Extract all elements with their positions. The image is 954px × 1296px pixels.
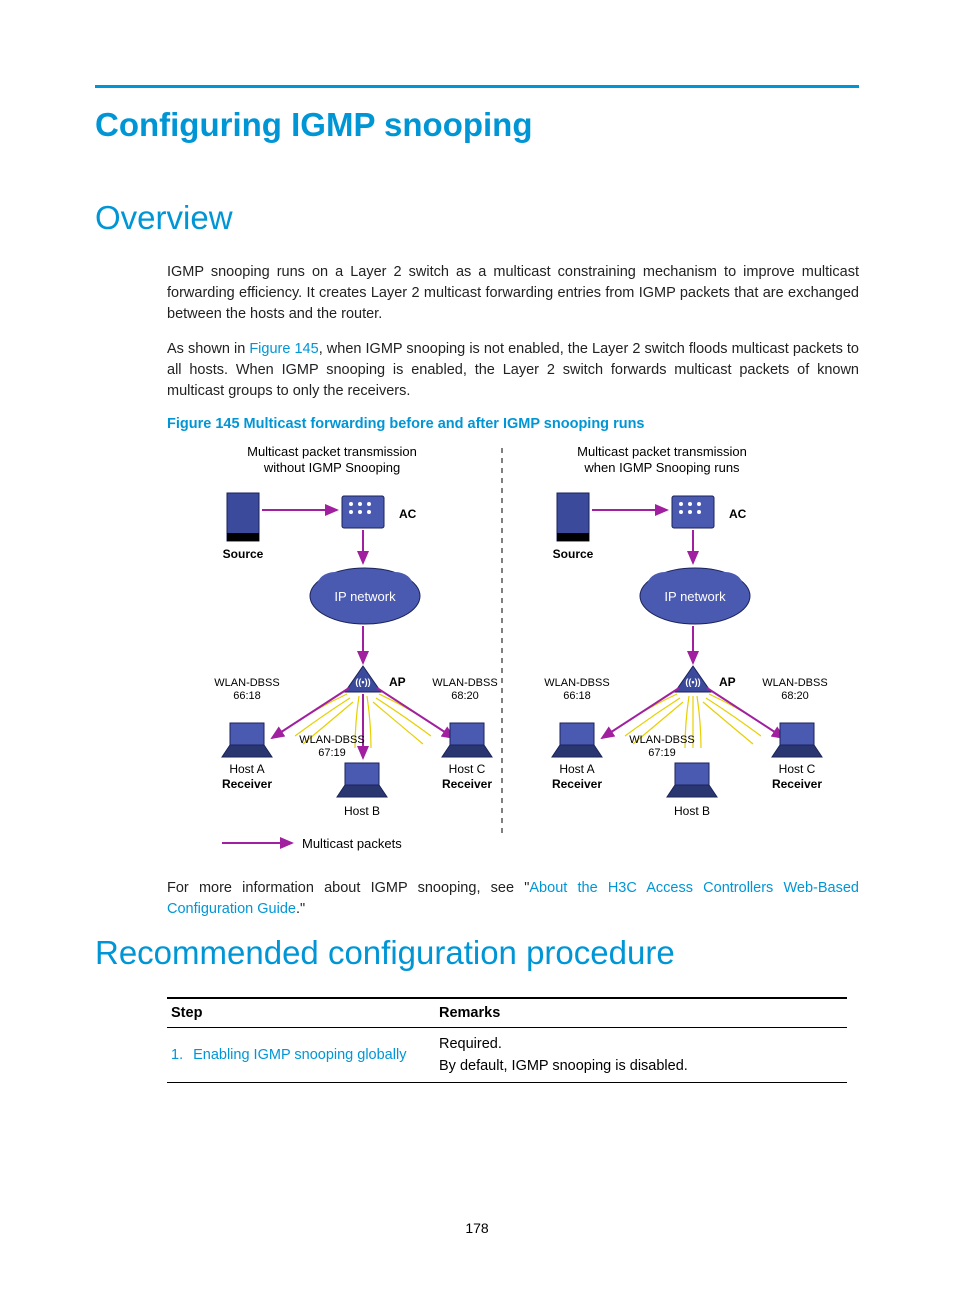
svg-text:66:18: 66:18	[563, 690, 591, 702]
svg-text:Host C: Host C	[779, 762, 816, 776]
svg-text:((•)): ((•))	[355, 677, 370, 687]
page-number: 178	[0, 1220, 954, 1236]
col-step: Step	[167, 998, 435, 1028]
svg-text:Host B: Host B	[674, 804, 710, 818]
remarks-line2: By default, IGMP snooping is disabled.	[439, 1058, 843, 1074]
top-rule	[95, 85, 859, 88]
overview-body: IGMP snooping runs on a Layer 2 switch a…	[167, 262, 859, 920]
figure-link[interactable]: Figure 145	[249, 341, 318, 357]
procedure-body: Step Remarks 1. Enabling IGMP snooping gl…	[167, 997, 859, 1083]
svg-text:67:19: 67:19	[648, 747, 676, 759]
svg-text:WLAN-DBSS: WLAN-DBSS	[544, 677, 609, 689]
svg-text:67:19: 67:19	[318, 747, 346, 759]
laptop-icon	[337, 763, 387, 797]
document-page: Configuring IGMP snooping Overview IGMP …	[0, 0, 954, 1296]
svg-text:WLAN-DBSS: WLAN-DBSS	[762, 677, 827, 689]
svg-text:Host A: Host A	[229, 762, 264, 776]
figure-145-diagram: Multicast packet transmission without IG…	[167, 438, 837, 858]
svg-text:68:20: 68:20	[451, 690, 479, 702]
svg-text:((•)): ((•))	[685, 677, 700, 687]
svg-text:when IGMP Snooping runs: when IGMP Snooping runs	[583, 460, 740, 475]
procedure-heading: Recommended configuration procedure	[95, 934, 859, 972]
svg-text:Receiver: Receiver	[552, 777, 602, 791]
svg-text:Receiver: Receiver	[772, 777, 822, 791]
table-row: 1. Enabling IGMP snooping globally Requir…	[167, 1028, 847, 1083]
svg-text:AC: AC	[399, 507, 417, 521]
svg-text:IP network: IP network	[334, 589, 396, 604]
col-remarks: Remarks	[435, 998, 847, 1028]
page-title: Configuring IGMP snooping	[95, 106, 859, 144]
svg-text:66:18: 66:18	[233, 690, 261, 702]
svg-text:IP network: IP network	[664, 589, 726, 604]
svg-text:Multicast packet transmission: Multicast packet transmission	[577, 444, 747, 459]
svg-text:WLAN-DBSS: WLAN-DBSS	[299, 734, 364, 746]
svg-text:AC: AC	[729, 507, 747, 521]
right-panel: Multicast packet transmission when IGMP …	[544, 444, 827, 818]
svg-text:68:20: 68:20	[781, 690, 809, 702]
svg-text:WLAN-DBSS: WLAN-DBSS	[629, 734, 694, 746]
svg-text:Source: Source	[223, 547, 264, 561]
svg-text:AP: AP	[719, 675, 736, 689]
figure-caption: Figure 145 Multicast forwarding before a…	[167, 416, 859, 432]
step-link[interactable]: Enabling IGMP snooping globally	[193, 1047, 406, 1063]
overview-heading: Overview	[95, 199, 859, 237]
laptop-icon	[222, 723, 272, 757]
svg-text:Multicast packets: Multicast packets	[302, 836, 402, 851]
overview-para3: For more information about IGMP snooping…	[167, 878, 859, 920]
svg-text:Receiver: Receiver	[222, 777, 272, 791]
svg-text:Receiver: Receiver	[442, 777, 492, 791]
step-number: 1.	[171, 1047, 183, 1063]
svg-text:Host A: Host A	[559, 762, 594, 776]
svg-text:Host B: Host B	[344, 804, 380, 818]
overview-para1: IGMP snooping runs on a Layer 2 switch a…	[167, 262, 859, 325]
overview-para2: As shown in Figure 145, when IGMP snoopi…	[167, 339, 859, 402]
svg-text:Host C: Host C	[449, 762, 486, 776]
svg-text:Multicast packet transmission: Multicast packet transmission	[247, 444, 417, 459]
svg-text:AP: AP	[389, 675, 406, 689]
remarks-line1: Required.	[439, 1036, 843, 1052]
laptop-icon	[442, 723, 492, 757]
svg-text:WLAN-DBSS: WLAN-DBSS	[432, 677, 497, 689]
left-panel: Multicast packet transmission without IG…	[214, 444, 497, 818]
svg-text:without IGMP Snooping: without IGMP Snooping	[263, 460, 400, 475]
procedure-table: Step Remarks 1. Enabling IGMP snooping gl…	[167, 997, 847, 1083]
svg-text:WLAN-DBSS: WLAN-DBSS	[214, 677, 279, 689]
svg-text:Source: Source	[553, 547, 594, 561]
